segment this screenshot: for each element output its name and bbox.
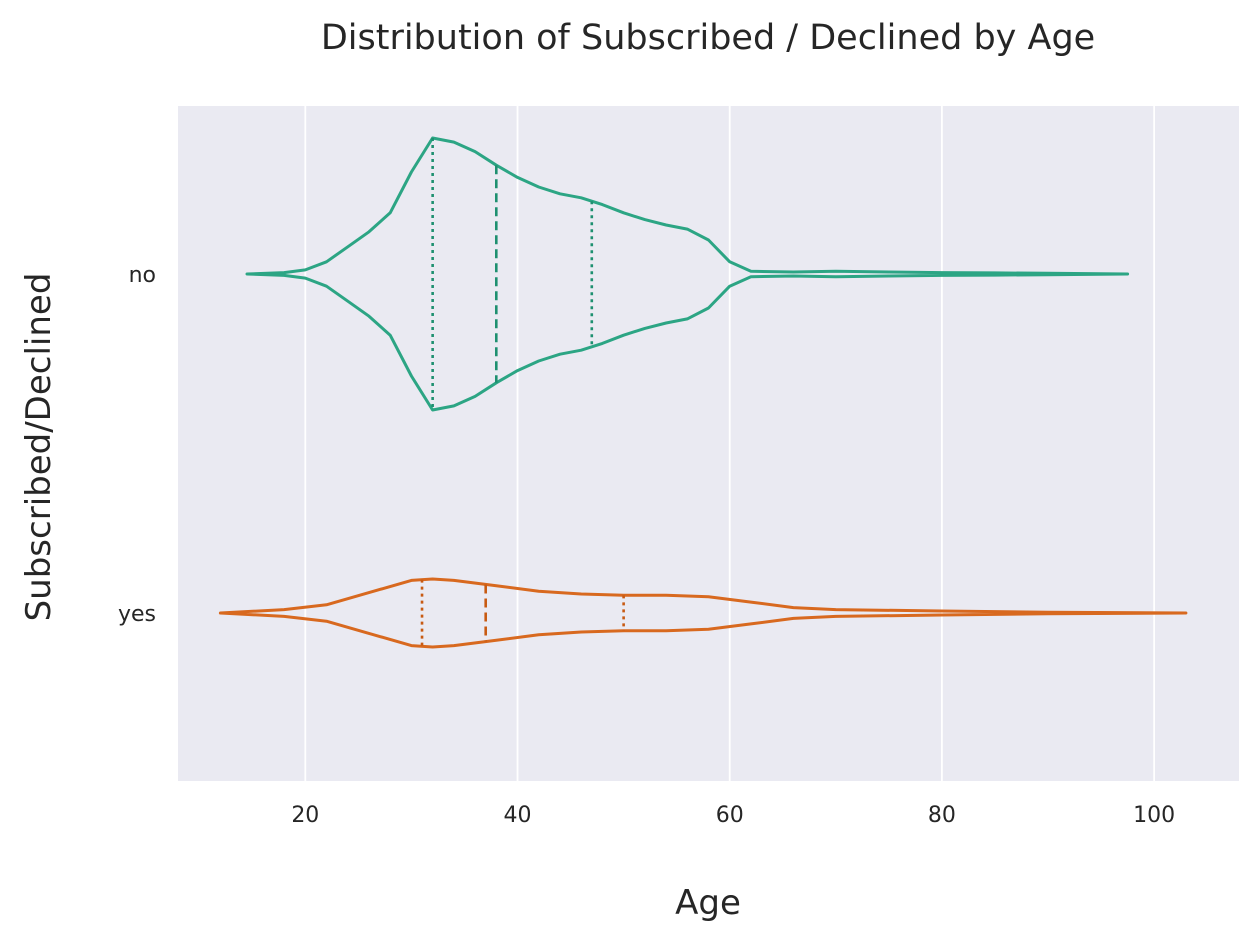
x-tick-label: 100 [1133,803,1175,828]
chart-title: Distribution of Subscribed / Declined by… [321,18,1095,58]
x-tick-label: 60 [716,803,744,828]
x-axis-label: Age [675,883,741,923]
y-tick-label: no [129,263,156,288]
violin-no [245,136,1130,412]
x-tick-label: 40 [504,803,532,828]
y-axis-label: Subscribed/Declined [19,273,59,622]
violins [218,136,1188,649]
x-tick-label: 80 [928,803,956,828]
x-tick-label: 20 [291,803,319,828]
y-tick-labels: no yes [118,263,156,627]
x-tick-labels: 20 40 60 80 100 [291,803,1175,828]
violin-yes [218,577,1188,649]
plot-area [178,106,1239,781]
y-tick-label: yes [118,602,156,627]
grid-lines [304,106,1156,781]
